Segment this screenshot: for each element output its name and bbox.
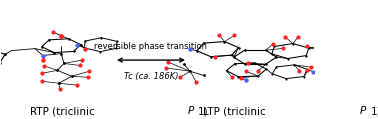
FancyArrowPatch shape	[118, 58, 184, 62]
Text: P: P	[187, 106, 194, 116]
Text: Tc (ca. 186K): Tc (ca. 186K)	[124, 72, 178, 81]
Text: 1): 1)	[370, 106, 378, 116]
Text: LTP (triclinic: LTP (triclinic	[203, 106, 269, 116]
Text: P: P	[360, 106, 366, 116]
Text: 1): 1)	[198, 106, 209, 116]
Text: RTP (triclinic: RTP (triclinic	[31, 106, 98, 116]
Text: reversible phase transition: reversible phase transition	[94, 42, 208, 51]
